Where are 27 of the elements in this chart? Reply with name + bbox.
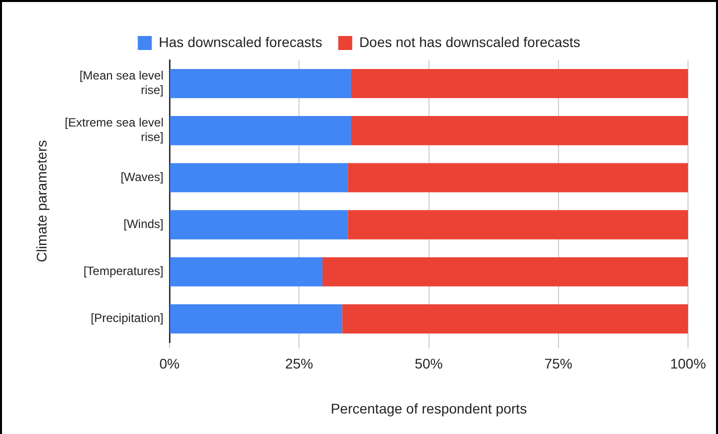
- x-tick-label: 75%: [544, 356, 572, 372]
- x-tick-label: 100%: [670, 356, 706, 372]
- legend-label: Does not has downscaled forecasts: [359, 34, 580, 50]
- legend-label: Has downscaled forecasts: [158, 34, 322, 50]
- y-tick-label: [Winds]: [123, 217, 164, 232]
- x-axis-title: Percentage of respondent ports: [330, 400, 527, 416]
- y-tick-label: [Precipitation]: [90, 311, 164, 326]
- y-tick-label: [Waves]: [120, 170, 164, 184]
- bar: [350, 68, 688, 98]
- bar: [350, 116, 688, 146]
- x-tick-label: 25%: [285, 356, 314, 372]
- bar: [170, 257, 322, 286]
- bar: [170, 68, 351, 98]
- y-tick-label: [Mean sea level rise]: [79, 68, 164, 98]
- y-axis-title: Climate parameters: [33, 140, 50, 262]
- bar: [170, 304, 342, 334]
- bar: [348, 210, 688, 240]
- x-tick-label: 0%: [159, 356, 180, 372]
- x-tick-label: 50%: [414, 356, 443, 372]
- bar: [322, 257, 688, 286]
- bar: [170, 116, 351, 146]
- bar: [342, 304, 688, 334]
- y-tick-label: [Extreme sea level rise]: [64, 116, 164, 144]
- bar: [170, 163, 348, 192]
- y-tick-label: [Temperatures]: [83, 264, 164, 278]
- bar: [170, 210, 348, 240]
- bar: [348, 163, 688, 192]
